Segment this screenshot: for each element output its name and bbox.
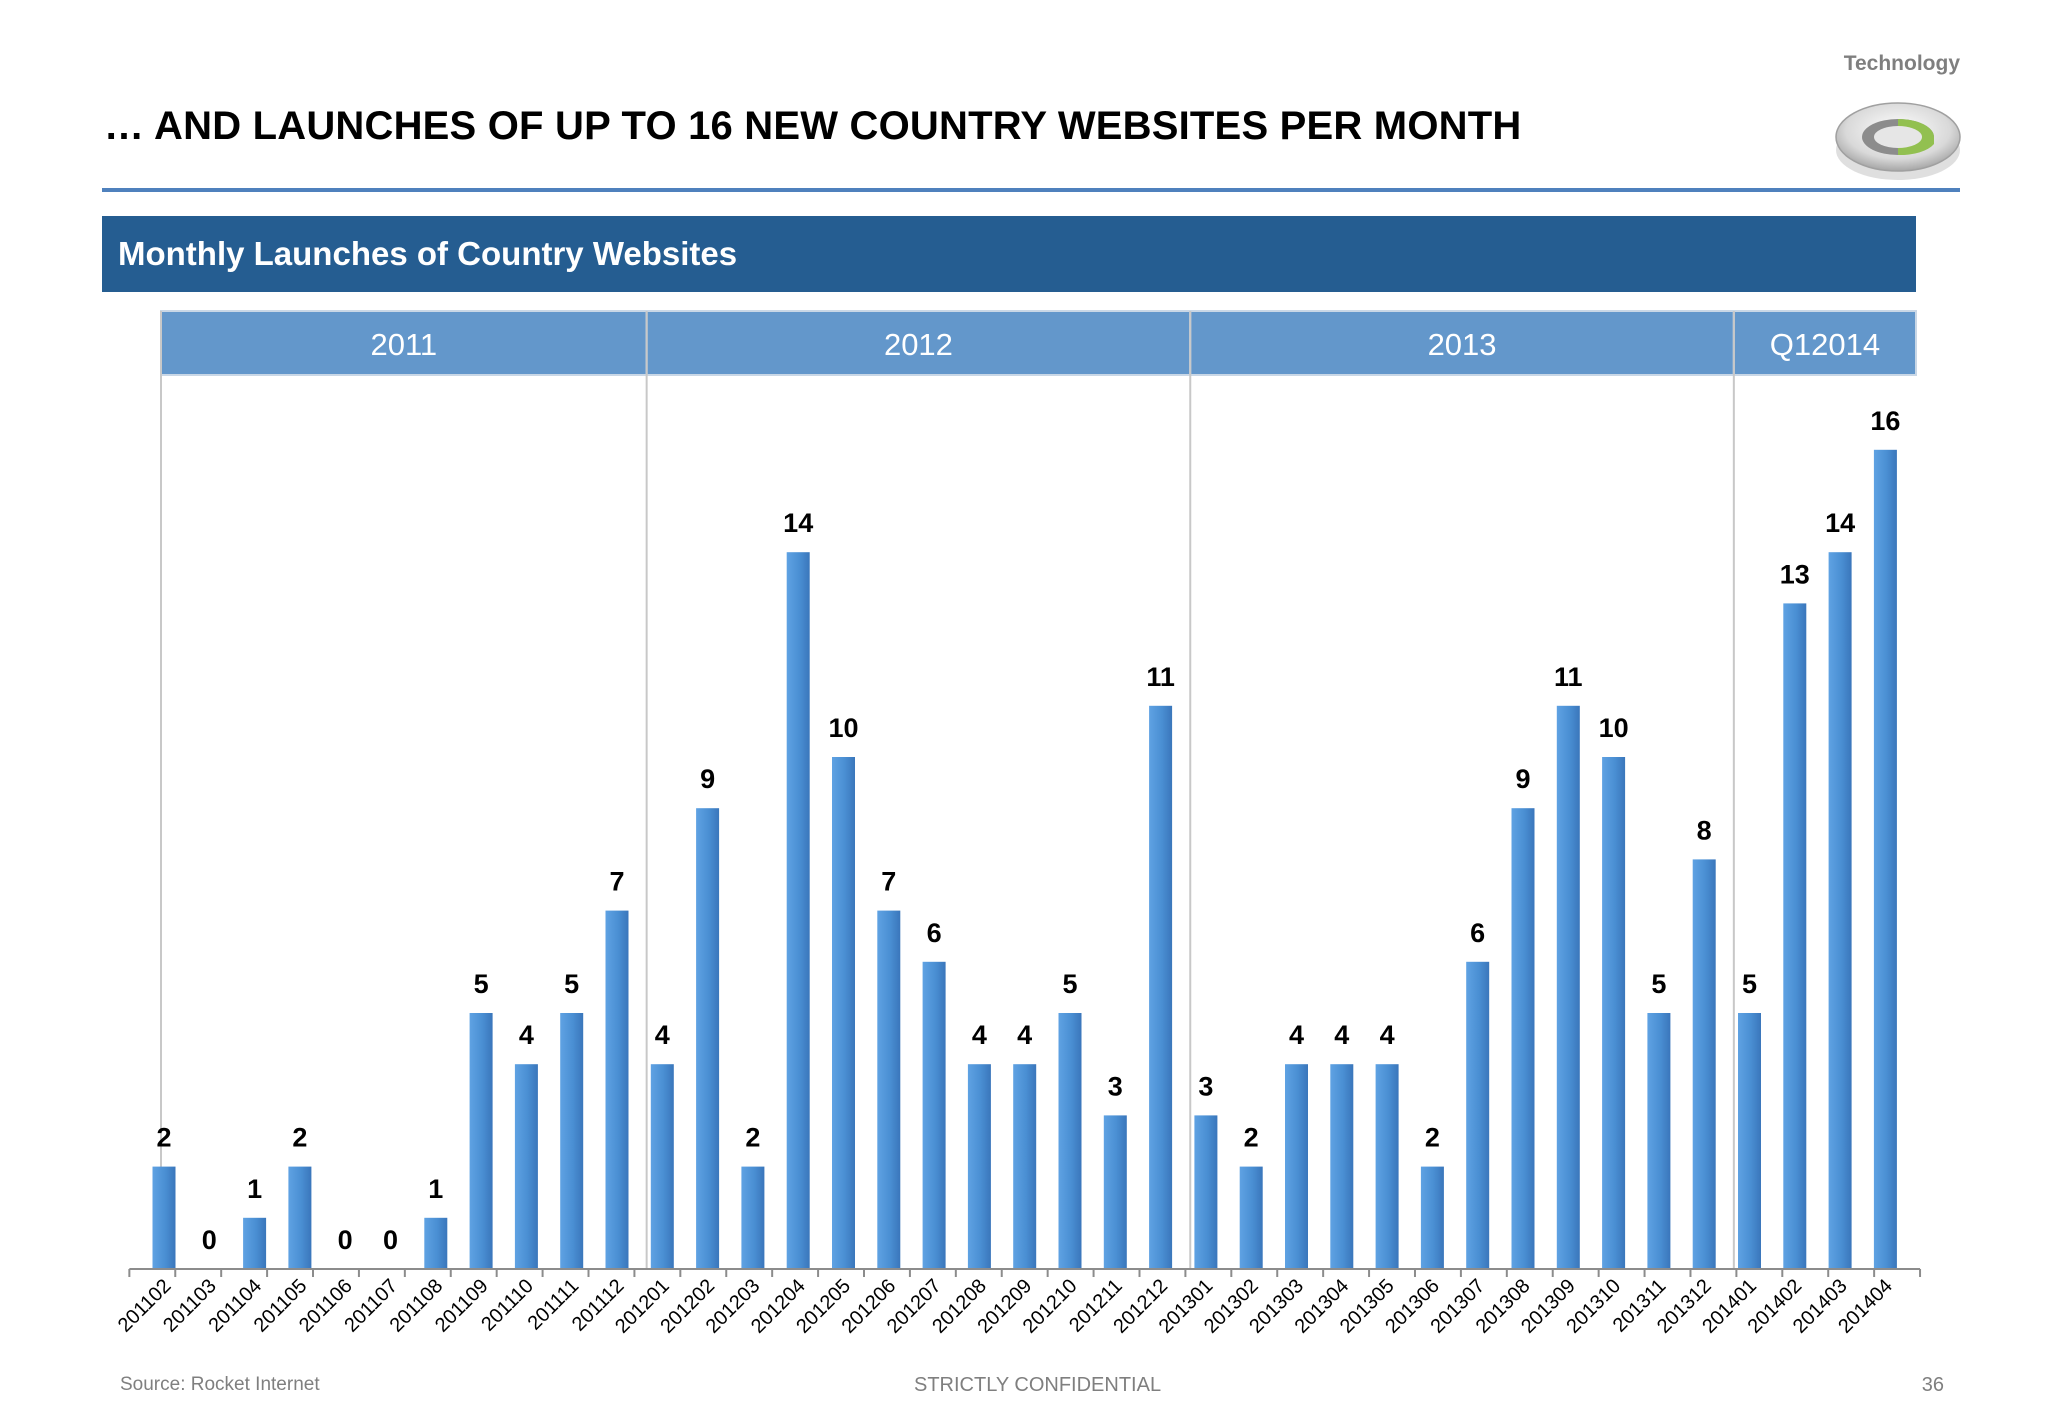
title-divider: [102, 188, 1960, 192]
bar-201202: [696, 808, 720, 1269]
section-title: Monthly Launches of Country Websites: [118, 235, 738, 272]
year-band-2011: [160, 310, 648, 376]
bar-201403: [1828, 552, 1852, 1269]
bar-201307: [1466, 961, 1490, 1269]
bar-201404: [1873, 449, 1897, 1269]
value-label-201312: 8: [1697, 815, 1712, 845]
value-label-201310: 10: [1599, 713, 1629, 743]
value-label-201108: 1: [428, 1174, 443, 1204]
value-label-201109: 5: [474, 969, 489, 999]
section-tag: Technology: [1843, 52, 1960, 75]
year-band-2013: [1189, 310, 1735, 376]
bar-201204: [786, 552, 810, 1269]
value-label-201110: 4: [519, 1020, 534, 1050]
bar-201203: [741, 1166, 765, 1269]
source-note: Source: Rocket Internet: [120, 1374, 320, 1395]
year-band-label: 2013: [1428, 327, 1497, 362]
bar-201205: [832, 757, 855, 1269]
bar-201110: [514, 1064, 538, 1269]
value-label-201105: 2: [292, 1123, 307, 1153]
value-label-201206: 7: [881, 867, 896, 897]
bar-201305: [1375, 1064, 1399, 1269]
year-band-label: Q12014: [1770, 327, 1880, 362]
value-label-201306: 2: [1425, 1123, 1440, 1153]
bar-201304: [1330, 1064, 1354, 1269]
value-label-201302: 2: [1244, 1123, 1259, 1153]
value-label-201304: 4: [1334, 1020, 1349, 1050]
bar-201212: [1149, 705, 1173, 1269]
bar-201111: [560, 1013, 584, 1269]
value-label-201207: 6: [927, 918, 942, 948]
value-label-201201: 4: [655, 1020, 670, 1050]
value-label-201112: 7: [609, 867, 624, 897]
year-band-label: 2012: [884, 327, 953, 362]
value-label-201307: 6: [1470, 918, 1485, 948]
value-label-201301: 3: [1198, 1071, 1213, 1101]
x-tick-label: 201110: [477, 1275, 538, 1336]
bar-201301: [1194, 1115, 1218, 1269]
confidential-notice: STRICTLY CONFIDENTIAL: [914, 1374, 1162, 1396]
value-label-201205: 10: [828, 713, 858, 743]
value-label-201212: 11: [1146, 662, 1175, 692]
value-label-201204: 14: [783, 508, 813, 538]
bar-201210: [1058, 1013, 1082, 1269]
value-label-201104: 1: [247, 1174, 262, 1204]
bar-201104: [243, 1217, 267, 1269]
bar-201308: [1511, 808, 1535, 1269]
bar-201105: [288, 1166, 312, 1269]
bar-201207: [922, 961, 946, 1269]
value-label-201203: 2: [745, 1123, 760, 1153]
bar-201209: [1013, 1064, 1037, 1269]
bar-201312: [1692, 859, 1716, 1269]
technology-ring-icon: [1835, 102, 1961, 180]
value-label-201111: 5: [564, 969, 579, 999]
bar-201310: [1602, 757, 1626, 1269]
value-label-201210: 5: [1062, 969, 1077, 999]
bar-201302: [1239, 1166, 1263, 1269]
page-number: 36: [1921, 1374, 1944, 1396]
value-label-201103: 0: [202, 1225, 217, 1255]
page-title: … AND LAUNCHES OF UP TO 16 NEW COUNTRY W…: [104, 104, 1522, 148]
value-label-201309: 11: [1554, 662, 1583, 692]
value-label-201211: 3: [1108, 1071, 1123, 1101]
year-band-q12014: [1732, 310, 1917, 376]
value-label-201404: 16: [1870, 406, 1900, 436]
value-label-201107: 0: [383, 1225, 398, 1255]
value-label-201311: 5: [1651, 969, 1666, 999]
value-label-201209: 4: [1017, 1020, 1032, 1050]
value-label-201308: 9: [1515, 764, 1530, 794]
bar-201206: [877, 910, 901, 1269]
value-label-201202: 9: [700, 764, 715, 794]
bar-201211: [1103, 1115, 1127, 1269]
bar-201402: [1783, 603, 1807, 1269]
section-header: Monthly Launches of Country Websites: [102, 216, 1916, 292]
bar-201401: [1738, 1013, 1761, 1269]
bar-201108: [424, 1217, 448, 1269]
bar-201303: [1285, 1064, 1308, 1269]
bar-201208: [967, 1064, 991, 1269]
value-label-201208: 4: [972, 1020, 987, 1050]
bar-201201: [650, 1064, 674, 1269]
year-band-label: 2011: [370, 327, 437, 362]
bar-201109: [469, 1013, 493, 1269]
value-label-201403: 14: [1825, 508, 1855, 538]
bar-201309: [1556, 705, 1580, 1269]
bar-201102: [152, 1166, 176, 1269]
value-label-201102: 2: [156, 1123, 171, 1153]
value-label-201106: 0: [338, 1225, 353, 1255]
year-band-2012: [645, 310, 1192, 376]
bar-201311: [1647, 1013, 1671, 1269]
value-label-201401: 5: [1742, 969, 1757, 999]
value-label-201305: 4: [1380, 1020, 1395, 1050]
value-label-201402: 13: [1780, 559, 1810, 589]
bar-201112: [605, 910, 629, 1269]
value-label-201303: 4: [1289, 1020, 1304, 1050]
bar-201306: [1420, 1166, 1444, 1269]
